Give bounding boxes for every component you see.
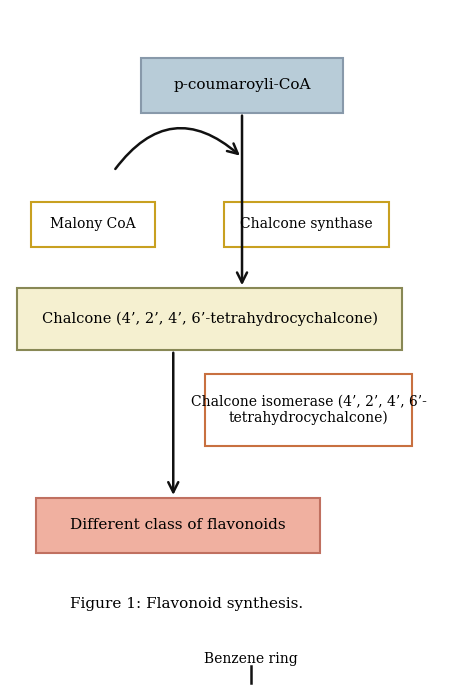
Text: p-coumaroyli-CoA: p-coumaroyli-CoA [173,78,311,92]
FancyBboxPatch shape [205,374,411,446]
Text: Figure 1: Flavonoid synthesis.: Figure 1: Flavonoid synthesis. [71,597,303,611]
FancyBboxPatch shape [36,498,320,553]
FancyBboxPatch shape [18,288,402,350]
FancyBboxPatch shape [31,202,155,247]
Text: Malony CoA: Malony CoA [50,218,136,231]
Text: Chalcone isomerase (4’, 2’, 4’, 6’-
tetrahydrocychalcone): Chalcone isomerase (4’, 2’, 4’, 6’- tetr… [191,395,427,426]
FancyBboxPatch shape [141,58,343,113]
Text: Benzene ring: Benzene ring [204,652,298,666]
Text: Chalcone synthase: Chalcone synthase [240,218,373,231]
Text: Different class of flavonoids: Different class of flavonoids [70,518,286,532]
Text: Chalcone (4’, 2’, 4’, 6’-tetrahydrocychalcone): Chalcone (4’, 2’, 4’, 6’-tetrahydrocycha… [42,312,378,326]
FancyBboxPatch shape [224,202,389,247]
